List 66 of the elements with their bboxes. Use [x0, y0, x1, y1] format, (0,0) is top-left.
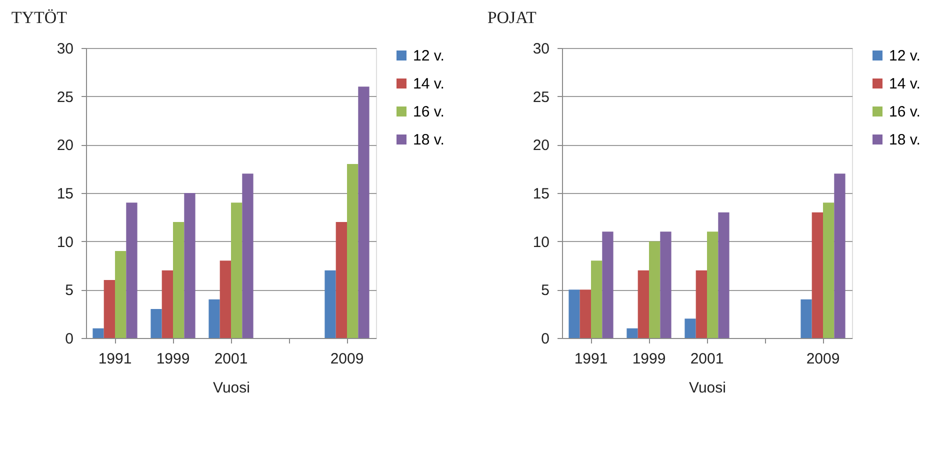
y-tick-label: 5 [65, 282, 74, 300]
bar [649, 241, 660, 338]
bar [602, 232, 614, 338]
y-tick-label: 25 [532, 88, 550, 106]
bar [92, 328, 104, 338]
bar [150, 309, 162, 338]
bar [347, 164, 358, 338]
bar [684, 318, 696, 338]
bar [800, 299, 812, 338]
chart-title: TYTÖT [11, 8, 68, 27]
x-tick-label: 1991 [98, 350, 132, 368]
bar [568, 290, 580, 338]
legend-label: 18 v. [413, 132, 444, 148]
bar [580, 290, 591, 338]
bar [812, 212, 823, 338]
x-tick-label: 1999 [156, 350, 190, 368]
bar [823, 202, 834, 338]
bar [104, 280, 115, 338]
bar [696, 270, 707, 338]
bar [591, 260, 602, 338]
y-tick-label: 30 [532, 40, 550, 58]
x-axis-title: Vuosi [689, 380, 726, 396]
legend-label: 12 v. [889, 48, 920, 64]
legend-label: 18 v. [889, 132, 920, 148]
legend-label: 14 v. [889, 76, 920, 92]
y-tick-label: 0 [541, 330, 550, 348]
y-tick-label: 5 [541, 282, 550, 300]
legend-label: 16 v. [889, 104, 920, 120]
x-tick-label: 2009 [330, 350, 364, 368]
bar [834, 174, 846, 338]
bar [718, 212, 730, 338]
x-tick-label: 1991 [574, 350, 608, 368]
y-tick-label: 15 [532, 186, 550, 202]
bar [358, 86, 370, 338]
y-tick-label: 25 [56, 88, 74, 106]
bar [126, 202, 138, 338]
y-tick-label: 10 [532, 234, 550, 251]
y-tick-label: 15 [56, 186, 74, 202]
bar [115, 251, 126, 338]
x-tick-label: 1999 [632, 350, 666, 368]
bar [208, 299, 220, 338]
x-tick-label: 2009 [806, 350, 840, 368]
bar [660, 232, 672, 338]
legend-label: 12 v. [413, 48, 444, 64]
chart-title: POJAT [487, 8, 538, 27]
bar [626, 328, 638, 338]
bar [707, 232, 718, 338]
bar [220, 260, 231, 338]
bar [638, 270, 649, 338]
bar [162, 270, 173, 338]
bar [184, 193, 196, 338]
y-tick-label: 0 [65, 330, 74, 348]
y-tick-label: 10 [56, 234, 74, 251]
y-tick-label: 20 [56, 137, 74, 154]
legend-label: 14 v. [413, 76, 444, 92]
bar [231, 202, 242, 338]
x-tick-label: 2001 [214, 350, 248, 368]
bar [173, 222, 184, 338]
x-axis-title: Vuosi [213, 380, 250, 396]
bar [324, 270, 336, 338]
legend-label: 16 v. [413, 104, 444, 120]
bar [242, 174, 254, 338]
bar [336, 222, 347, 338]
y-tick-label: 20 [532, 137, 550, 154]
y-tick-label: 30 [56, 40, 74, 58]
x-tick-label: 2001 [690, 350, 724, 368]
